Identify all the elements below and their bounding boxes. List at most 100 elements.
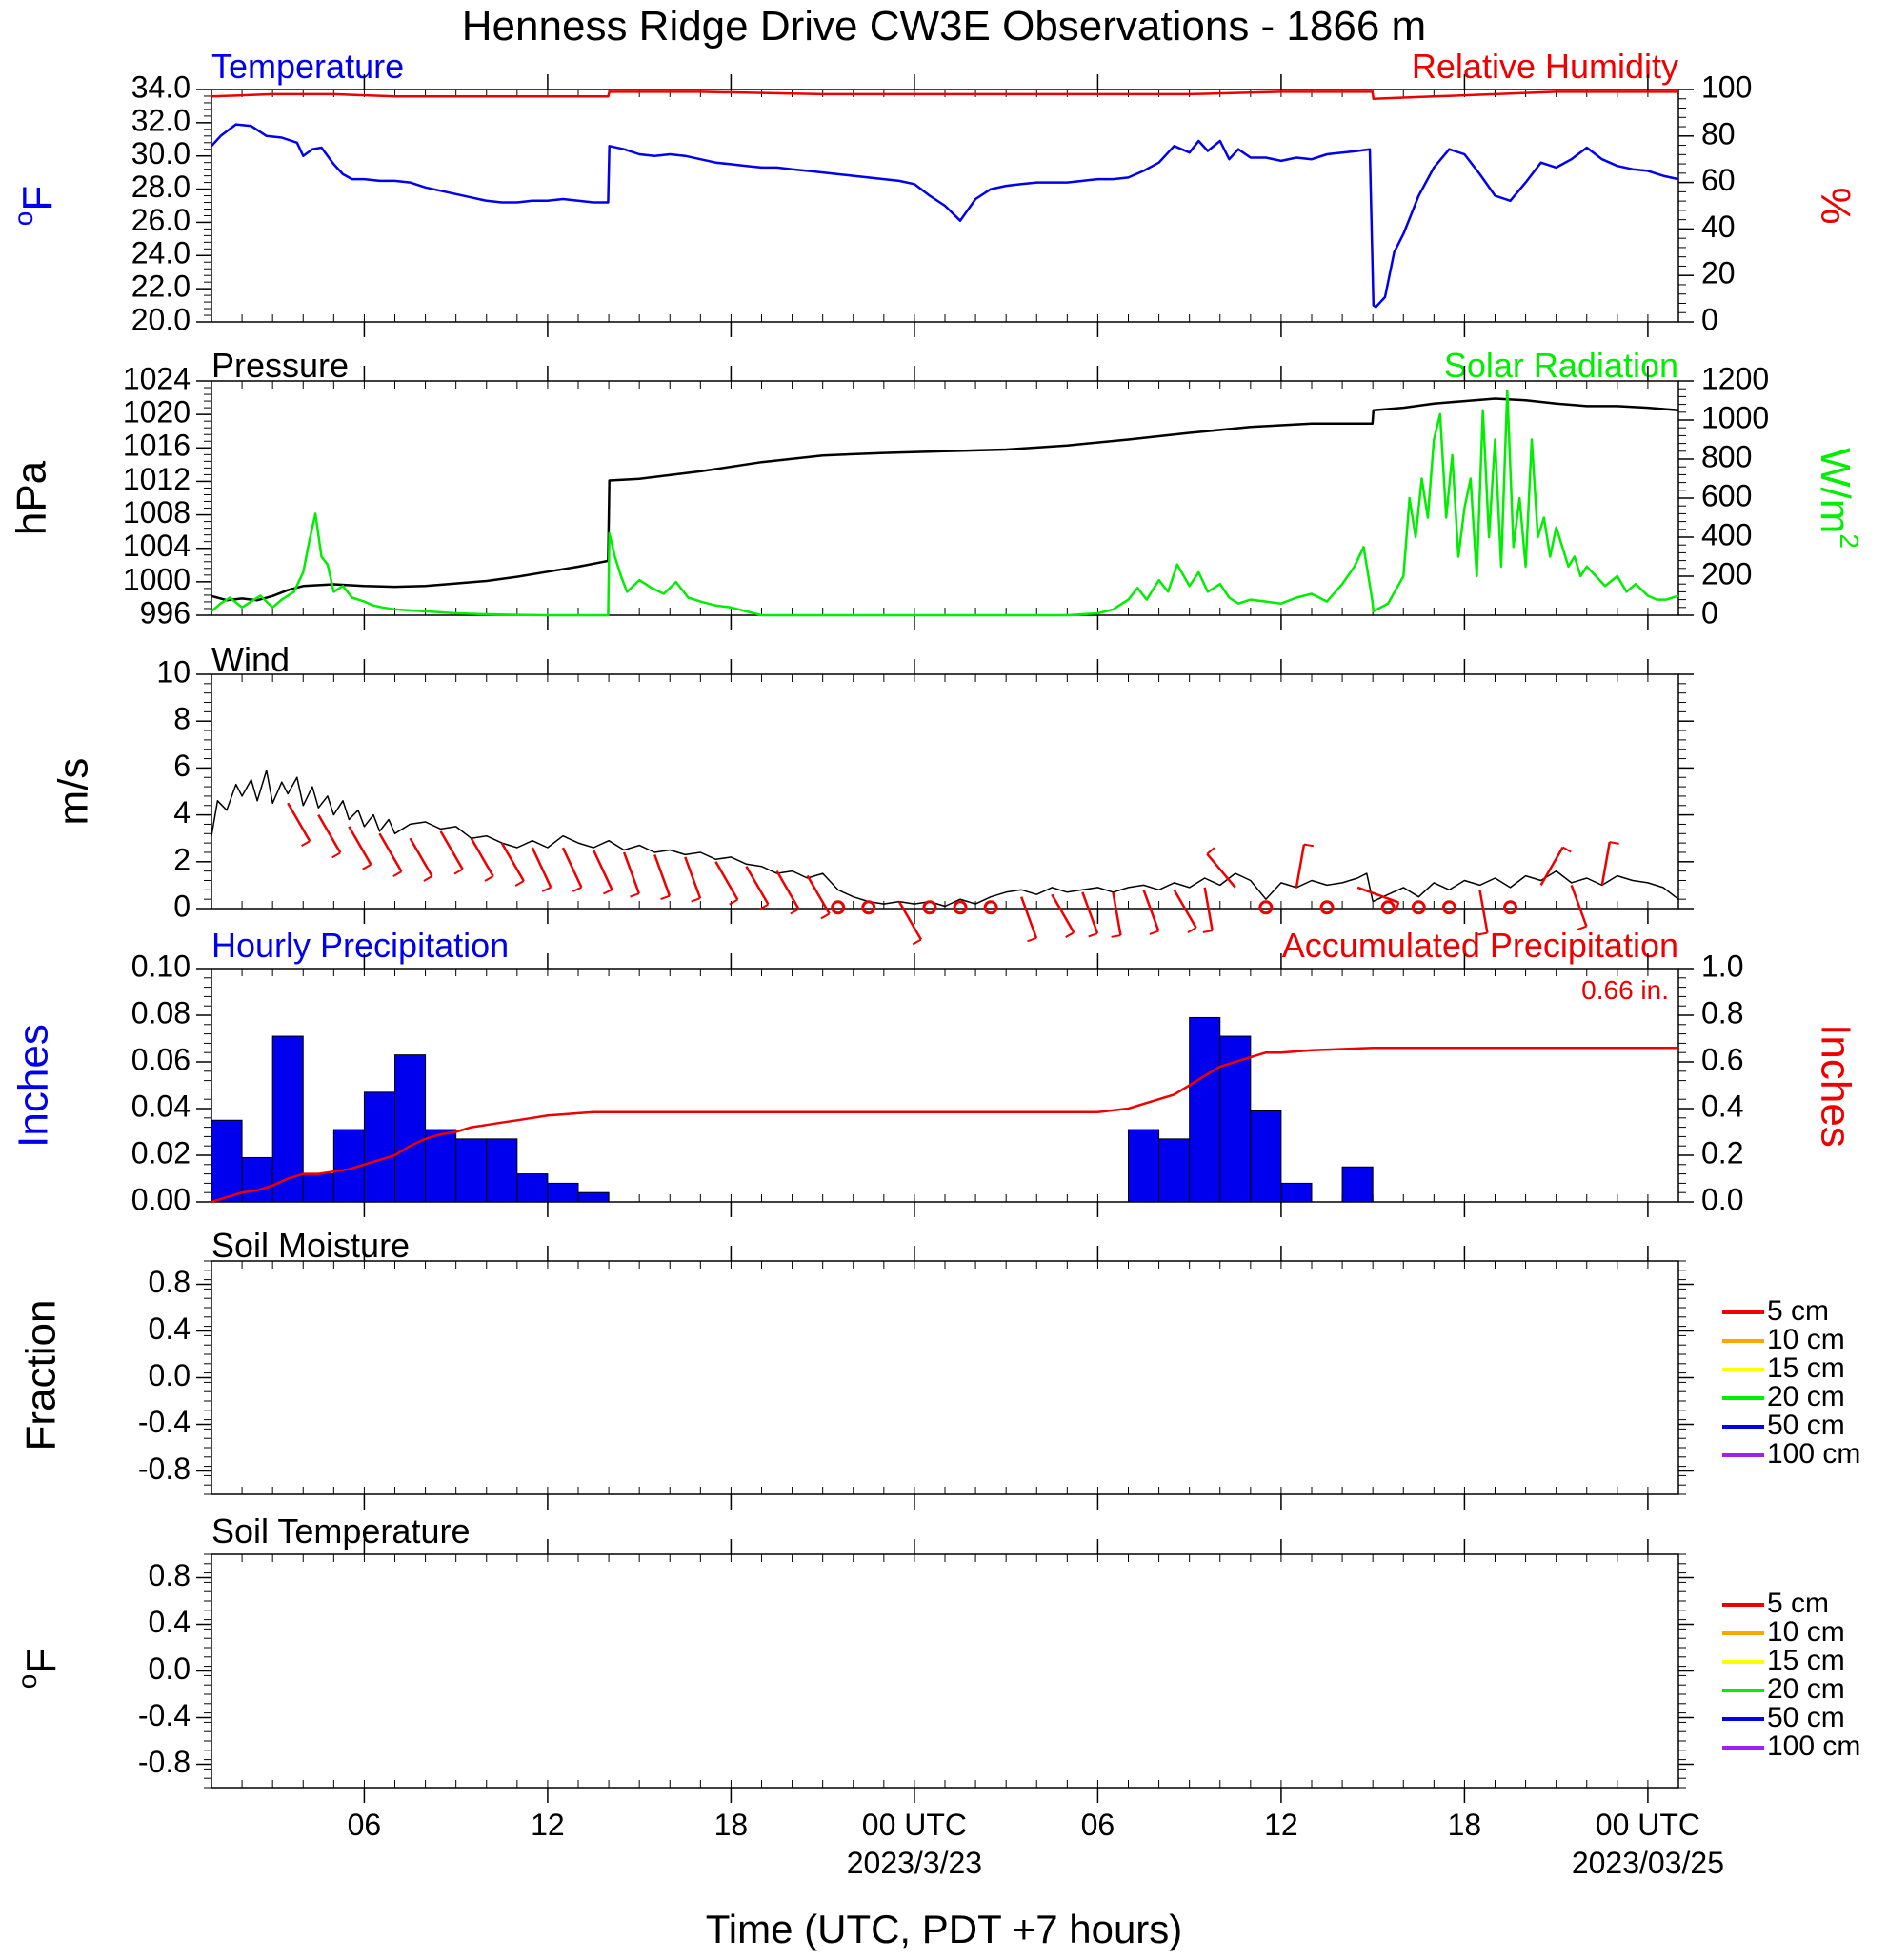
pressure-solar-panel: Pressure Solar Radiation hPa W/m2 (9, 346, 1864, 549)
temperature-unit-letter: F (14, 186, 61, 211)
precip-bar (271, 1035, 304, 1203)
y-right-tick-label: 0.2 (1701, 1135, 1743, 1170)
y-right-tick-label: 0 (1701, 302, 1718, 336)
x-date-label: 2023/3/23 (847, 1846, 982, 1880)
precip-bar (1250, 1110, 1282, 1203)
plot-frame (211, 1260, 1679, 1495)
wind-barb (1206, 852, 1236, 889)
soil-moisture-panel: Soil Moisture Fraction (18, 1226, 410, 1450)
wind-barb (531, 847, 552, 889)
solar-axis-label: W/m2 (1812, 448, 1864, 549)
legend-label: 15 cm (1767, 1352, 1845, 1384)
precip-bar (363, 1091, 395, 1203)
y-tick-label: 0.00 (131, 1182, 191, 1216)
chart-title: Henness Ridge Drive CW3E Observations - … (462, 3, 1426, 50)
plot-frame (211, 1553, 1679, 1789)
y-tick-label: 26.0 (131, 203, 191, 237)
hourly-precip-axis-label: Inches (10, 1024, 57, 1148)
precipitation-panel: Hourly Precipitation Accumulated Precipi… (10, 926, 1859, 1148)
x-tick-label: 00 UTC (1596, 1808, 1700, 1842)
precip-bar (516, 1173, 549, 1203)
wind-calm-marker (831, 900, 846, 915)
wind-barb (622, 851, 641, 894)
legend-label: 10 cm (1767, 1616, 1845, 1648)
wind-calm-marker (1319, 900, 1335, 915)
y-tick-label: 0.0 (149, 1358, 191, 1392)
wind-barb-flag (1477, 931, 1488, 936)
wind-calm-marker (1503, 900, 1518, 915)
wind-barb (775, 870, 800, 910)
precip-bar (1280, 1182, 1313, 1203)
y-right-tick-label: 0.0 (1701, 1182, 1743, 1216)
wind-barb (653, 853, 672, 897)
legend-label: 100 cm (1767, 1730, 1860, 1762)
y-tick-label: 1020 (123, 395, 191, 430)
y-right-tick-label: 40 (1701, 210, 1736, 244)
wind-barb-flag (1088, 932, 1098, 938)
y-tick-label: 0.8 (149, 1558, 191, 1592)
wind-barb (1203, 887, 1214, 931)
wind-barb-flag (691, 897, 701, 903)
accumulated-precip-line (211, 1047, 1678, 1204)
y-right-tick-label: 800 (1701, 439, 1752, 473)
plot-frame (211, 380, 1679, 616)
wind-barb-flag (1027, 936, 1037, 943)
wind-barb (684, 856, 702, 899)
y-right-tick-label: 400 (1701, 517, 1752, 551)
legend-label: 20 cm (1767, 1673, 1845, 1705)
wind-calm-marker (1258, 900, 1274, 915)
wind-barb-flag (541, 886, 552, 892)
soil-temperature-panel: Soil Temperature oF (12, 1511, 471, 1689)
precip-bar (1341, 1166, 1374, 1203)
y-tick-label: -0.4 (138, 1405, 191, 1439)
x-tick-label: 00 UTC (862, 1808, 967, 1842)
y-right-tick-label: 1.0 (1701, 949, 1743, 983)
wind-barb-flag (759, 903, 769, 910)
wind-barb-flag (572, 886, 582, 892)
solar-unit-sup: 2 (1835, 533, 1864, 549)
wind-barb (1081, 891, 1099, 934)
legend-label: 50 cm (1767, 1410, 1845, 1441)
precip-bar (577, 1191, 610, 1203)
y-tick-label: 10 (156, 654, 191, 689)
chart-marks: 20.022.024.026.028.030.032.034.002040608… (123, 70, 1861, 1880)
y-tick-label: 0.8 (149, 1265, 191, 1299)
y-right-tick-label: 600 (1701, 478, 1752, 512)
wind-barb-flag (392, 870, 402, 877)
x-axis-title: Time (UTC, PDT +7 hours) (706, 1907, 1183, 1951)
wind-panel: Wind m/s (50, 640, 290, 825)
x-date-label: 2023/03/25 (1572, 1846, 1724, 1880)
wind-barbs (287, 802, 1619, 946)
svg-text:W/m2: W/m2 (1812, 448, 1864, 549)
wind-barb (897, 900, 922, 941)
series-line-solar-radiation (211, 390, 1679, 617)
wind-barb-flag (729, 898, 738, 906)
wind-barb (1356, 886, 1399, 904)
wind-barb-flag (514, 880, 525, 887)
pressure-label: Pressure (211, 346, 349, 385)
wind-barb-flag (1394, 902, 1400, 912)
precip-bar (486, 1138, 518, 1203)
wind-barb (1295, 844, 1306, 889)
y-right-tick-label: 60 (1701, 163, 1736, 197)
soil-temperature-label: Soil Temperature (211, 1511, 470, 1550)
wind-barb (1600, 841, 1612, 886)
y-tick-label: 0.04 (131, 1089, 191, 1123)
legend-label: 5 cm (1767, 1295, 1829, 1327)
y-right-tick-label: 1200 (1701, 361, 1769, 395)
y-tick-label: 28.0 (131, 170, 191, 204)
wind-barb-flag (1149, 930, 1159, 935)
hourly-precip-label: Hourly Precipitation (211, 926, 509, 965)
wind-calm-marker (922, 900, 937, 915)
y-tick-label: 996 (140, 595, 191, 630)
legend-label: 10 cm (1767, 1324, 1845, 1355)
y-tick-label: 24.0 (131, 236, 191, 270)
panel-pressure-solar-axes: 9961000100410081012101610201024020040060… (123, 361, 1769, 630)
y-tick-label: 22.0 (131, 270, 191, 304)
y-tick-label: 1012 (123, 462, 191, 496)
panel-precipitation-axes: 0.00 0.02 0.04 0.06 0.08 0.10 0.0 0.2 0.4 0.6 0.8 1… (131, 949, 1743, 1217)
accum-precip-axis-label: Inches (1812, 1024, 1858, 1148)
precip-bar (1189, 1016, 1221, 1203)
